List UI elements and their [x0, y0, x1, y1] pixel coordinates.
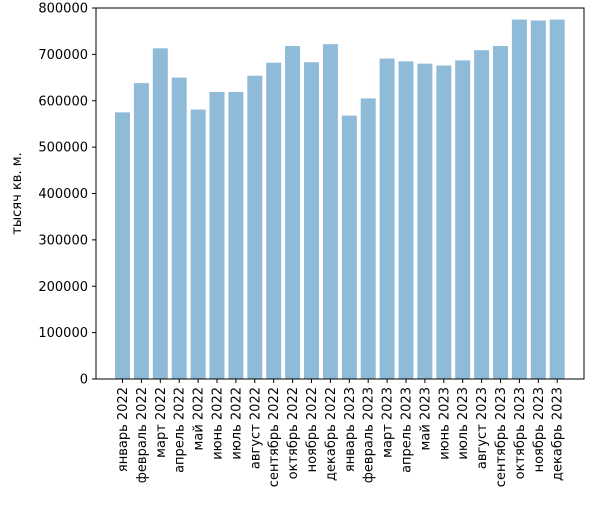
bar-2 [133, 83, 149, 379]
bar-16 [398, 61, 414, 380]
bar-22 [511, 19, 527, 379]
bar-1 [115, 112, 130, 379]
x-tick-label: сентябрь 2022 [267, 387, 282, 487]
x-tick-label: октябрь 2023 [513, 387, 528, 479]
x-tick-label: январь 2022 [116, 387, 131, 472]
x-tick-label: июль 2023 [456, 387, 471, 460]
x-tick-label: февраль 2023 [362, 387, 377, 483]
y-tick-label: 700000 [38, 48, 88, 63]
x-tick-label: июнь 2022 [211, 387, 226, 460]
x-tick-label: июль 2022 [229, 387, 244, 460]
x-tick-label: март 2022 [154, 387, 169, 458]
bar-14 [360, 98, 376, 380]
x-tick-label: октябрь 2022 [286, 387, 301, 479]
bar-11 [304, 62, 319, 379]
bar-13 [341, 115, 357, 379]
y-axis-label: тысяч кв. м. [10, 152, 25, 234]
x-tick-label: февраль 2022 [135, 387, 150, 483]
x-tick-label: май 2022 [192, 387, 207, 450]
bar-17 [417, 63, 433, 380]
x-tick-label: ноябрь 2023 [532, 387, 547, 472]
bar-7 [228, 91, 244, 379]
x-tick-label: апрель 2023 [400, 387, 415, 473]
x-tick-label: сентябрь 2023 [494, 387, 509, 487]
x-tick-label: ноябрь 2022 [305, 387, 320, 472]
bar-5 [190, 109, 206, 379]
x-tick-label: апрель 2022 [173, 387, 188, 473]
y-axis-ticks: 0 100000 200000 300000 400000 500000 600000 700… [38, 2, 96, 388]
bar-10 [285, 46, 301, 380]
bar-20 [474, 50, 490, 380]
bar-19 [455, 60, 471, 380]
x-tick-label: декабрь 2022 [324, 387, 339, 481]
bar-4 [171, 77, 187, 379]
bar-15 [379, 58, 395, 380]
bar-9 [266, 62, 282, 379]
bar-21 [493, 46, 508, 380]
plot-frame [95, 7, 585, 380]
x-tick-label: март 2023 [381, 387, 396, 458]
x-tick-label: август 2023 [475, 387, 490, 469]
bar-6 [209, 91, 225, 379]
bar-23 [530, 20, 546, 380]
bar-24 [549, 19, 565, 379]
x-tick-label: январь 2023 [343, 387, 358, 472]
y-tick-label: 800000 [38, 2, 88, 17]
bar-8 [247, 75, 263, 380]
y-tick-label: 300000 [38, 233, 88, 248]
bar-18 [436, 65, 452, 379]
y-tick-label: 100000 [38, 326, 88, 341]
bar-12 [322, 44, 338, 380]
x-tick-label: август 2022 [248, 387, 263, 469]
x-tick-label: июнь 2023 [437, 387, 452, 460]
y-tick-label: 0 [80, 373, 88, 388]
y-tick-label: 200000 [38, 280, 88, 295]
bars-group [115, 19, 565, 380]
bar-3 [152, 48, 168, 379]
y-tick-label: 600000 [38, 94, 88, 109]
x-tick-label: май 2023 [418, 387, 433, 450]
y-tick-label: 400000 [38, 187, 88, 202]
x-tick-label: декабрь 2023 [551, 387, 566, 481]
y-tick-label: 500000 [38, 141, 88, 156]
x-axis-ticks: январь 2022 февраль 2022 март 2022 апрель 2… [116, 379, 566, 487]
